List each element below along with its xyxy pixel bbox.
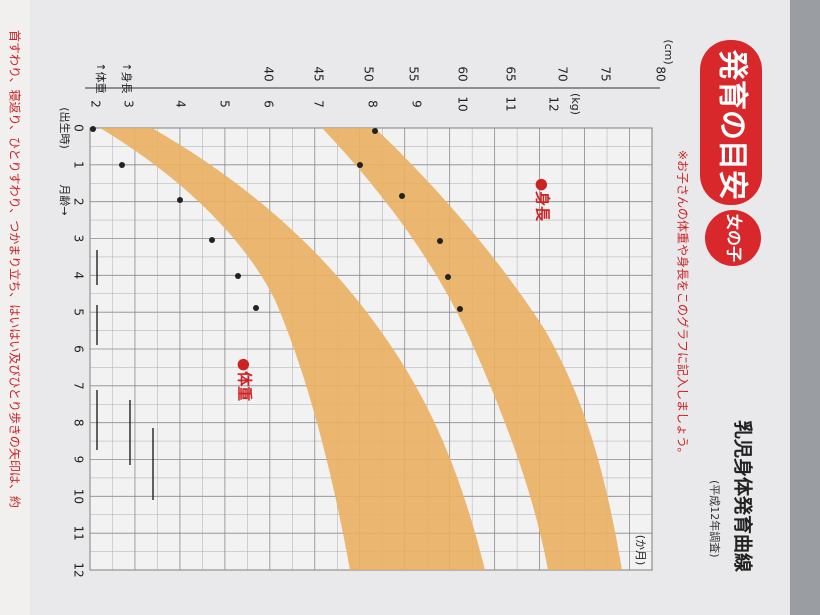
month-tick-label: 9	[72, 456, 86, 464]
month-tick-label: 8	[72, 419, 86, 427]
cm-tick-label: 75	[599, 66, 613, 81]
cm-tick-label: 55	[407, 66, 421, 81]
month-tick-label: 5	[72, 308, 86, 316]
cm-tick-label: 65	[504, 66, 518, 81]
weight-band	[100, 128, 485, 570]
month-unit: (か月)	[634, 535, 647, 566]
kg-tick-label: 4	[174, 100, 188, 108]
height-label: ●身長	[534, 178, 552, 222]
survey: (平成12年調査)	[708, 480, 722, 558]
kg-tick-label: 3	[122, 100, 136, 108]
kg-tick-label: 6	[262, 100, 276, 108]
month-tick-label: 0	[72, 124, 86, 132]
month-tick-label: 10	[72, 489, 86, 504]
badge	[700, 40, 762, 205]
badge-text: 発育の目安	[715, 49, 750, 200]
month-tick-label: 11	[72, 526, 86, 541]
plotted-points	[90, 126, 463, 312]
month-tick-label: 7	[72, 382, 86, 390]
cm-tick-label: 70	[556, 66, 570, 81]
kg-tick-label: 11	[504, 96, 518, 111]
month-tick-label: 1	[72, 161, 86, 169]
cm-tick-label: 50	[362, 66, 376, 81]
month-axis-label: 月齢→	[58, 184, 72, 215]
kg-tick-label: 2	[89, 100, 103, 108]
kg-tick-label: 12	[547, 96, 561, 111]
cm-tick-label: 40	[262, 66, 276, 81]
kg-unit: (kg)	[569, 93, 582, 115]
sub-badge	[705, 210, 761, 266]
weight-axis-label: ↑体重	[94, 62, 108, 93]
month-tick-label: 2	[72, 198, 86, 206]
cm-unit: (cm)	[662, 39, 675, 64]
kg-tick-label: 9	[410, 100, 424, 108]
month-tick-label: 4	[72, 272, 86, 280]
page-edge	[0, 0, 30, 615]
weight-label: ●体重	[236, 358, 254, 401]
milestone-arrows	[96, 250, 154, 500]
month-tick-label: 12	[72, 562, 86, 577]
month-tick-label: 3	[72, 235, 86, 243]
kg-tick-label: 5	[218, 100, 232, 108]
kg-tick-label: 10	[456, 96, 470, 111]
cm-tick-label: 60	[456, 66, 470, 81]
cm-tick-label: 45	[312, 66, 326, 81]
cm-tick-label: 80	[654, 66, 668, 81]
sub-badge-text: 女の子	[725, 214, 744, 262]
height-band	[322, 128, 622, 570]
height-axis-label: ↑身長	[120, 62, 134, 93]
birth-label: (出生時)	[58, 107, 72, 149]
title: 乳児身体発育曲線	[732, 420, 755, 572]
footer: 首すわり、寝返り、ひとりすわり、つかまり立ち、はいはい及びひとり歩きの矢印は、約	[8, 30, 23, 508]
kg-tick-label: 7	[312, 100, 326, 108]
month-tick-label: 6	[72, 345, 86, 353]
note: ※お子さんの体重や身長をこのグラフに記入しましょう。	[676, 150, 691, 459]
kg-tick-label: 8	[366, 100, 380, 108]
